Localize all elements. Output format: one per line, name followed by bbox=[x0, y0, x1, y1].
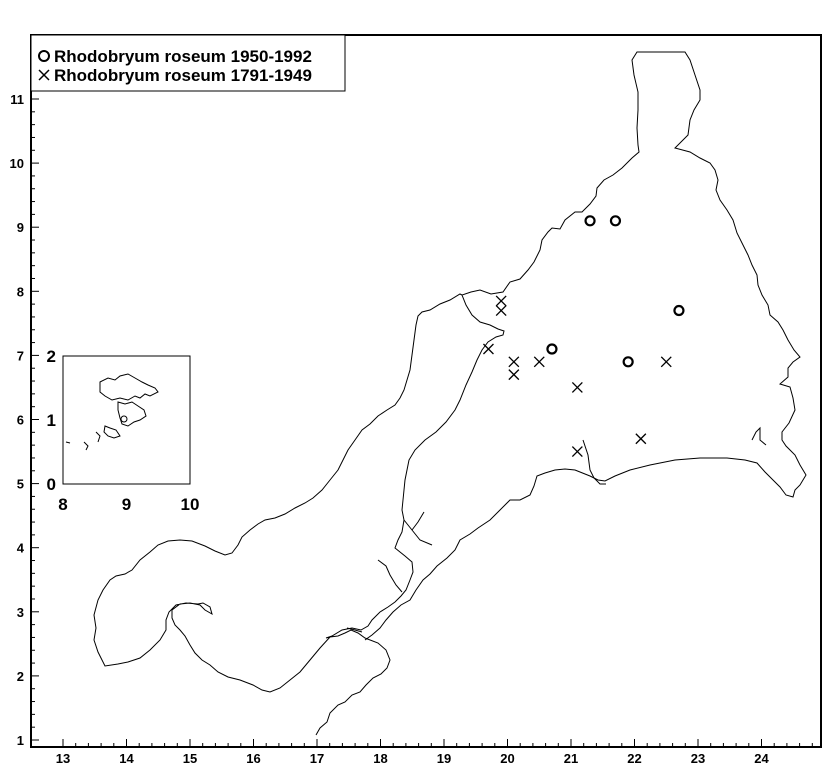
record-circle-marker bbox=[622, 356, 634, 368]
record-cross-marker bbox=[660, 356, 672, 368]
y-tick-label: 2 bbox=[17, 669, 24, 684]
x-tick-label: 23 bbox=[691, 751, 705, 766]
inset-x-tick-label: 10 bbox=[181, 495, 200, 514]
x-tick-label: 19 bbox=[437, 751, 451, 766]
y-tick-label: 5 bbox=[17, 477, 24, 492]
record-cross-marker bbox=[571, 381, 583, 393]
record-circle-marker bbox=[609, 215, 622, 227]
record-cross-marker bbox=[571, 446, 583, 458]
inset-frame bbox=[62, 355, 191, 485]
inset-highlight-marker bbox=[120, 415, 128, 423]
y-tick-label: 8 bbox=[17, 284, 24, 299]
x-axis: 13 14 15 16 17 18 19 20 21 22 23 24 bbox=[56, 739, 813, 766]
y-tick-label: 3 bbox=[17, 605, 24, 620]
legend-label-recent: Rhodobryum roseum 1950-1992 bbox=[54, 47, 312, 66]
legend-frame bbox=[30, 34, 346, 92]
inset-y-tick-label: 0 bbox=[47, 475, 56, 494]
record-circle-marker bbox=[673, 304, 685, 317]
inset-map: 8 9 10 0 1 2 bbox=[47, 347, 200, 514]
x-tick-label: 18 bbox=[373, 751, 387, 766]
record-cross-marker bbox=[482, 343, 494, 355]
inset-x-tick-label: 9 bbox=[122, 495, 131, 514]
inset-y-axis: 0 1 2 bbox=[47, 347, 56, 494]
record-cross-marker bbox=[508, 369, 520, 381]
record-circle-marker bbox=[546, 343, 558, 355]
record-cross-marker bbox=[508, 356, 520, 368]
x-tick-label: 21 bbox=[564, 751, 578, 766]
y-tick-label: 9 bbox=[17, 220, 24, 235]
x-tick-label: 13 bbox=[56, 751, 70, 766]
x-tick-label: 24 bbox=[754, 751, 769, 766]
coastline-outline bbox=[93, 51, 807, 736]
legend-circle-icon bbox=[38, 50, 50, 62]
plot-frame bbox=[30, 34, 822, 748]
inset-y-tick-label: 1 bbox=[47, 411, 56, 430]
x-tick-label: 14 bbox=[119, 751, 134, 766]
x-tick-label: 16 bbox=[246, 751, 260, 766]
y-tick-label: 1 bbox=[17, 733, 24, 748]
legend-cross-icon bbox=[38, 69, 50, 81]
record-circle-marker bbox=[584, 215, 596, 227]
inset-islands bbox=[65, 373, 159, 451]
record-cross-marker bbox=[495, 305, 507, 316]
x-tick-label: 22 bbox=[627, 751, 641, 766]
y-tick-label: 11 bbox=[10, 92, 24, 107]
x-tick-label: 15 bbox=[183, 751, 197, 766]
estuary-lines bbox=[346, 426, 767, 633]
record-cross-marker bbox=[495, 295, 507, 307]
record-cross-marker bbox=[635, 433, 647, 445]
y-tick-label: 7 bbox=[17, 348, 24, 363]
legend-label-historic: Rhodobryum roseum 1791-1949 bbox=[54, 66, 312, 85]
y-tick-label: 4 bbox=[17, 541, 25, 556]
legend: Rhodobryum roseum 1950-1992 Rhodobryum r… bbox=[30, 34, 346, 92]
y-tick-label: 6 bbox=[17, 413, 24, 428]
y-tick-label: 10 bbox=[10, 156, 24, 171]
inset-x-tick-label: 8 bbox=[58, 495, 67, 514]
inset-x-axis: 8 9 10 bbox=[58, 495, 199, 514]
record-markers bbox=[482, 215, 685, 458]
x-tick-label: 20 bbox=[500, 751, 514, 766]
x-tick-label: 17 bbox=[310, 751, 324, 766]
record-cross-marker bbox=[533, 356, 545, 368]
y-axis: 1 2 3 4 5 6 7 8 9 10 11 bbox=[10, 47, 39, 748]
inset-y-tick-label: 2 bbox=[47, 347, 56, 366]
